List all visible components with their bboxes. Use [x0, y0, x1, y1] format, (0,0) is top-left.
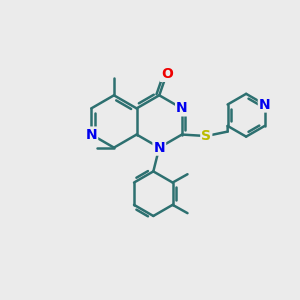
- Text: N: N: [85, 128, 97, 142]
- Text: N: N: [259, 98, 271, 112]
- Text: O: O: [161, 67, 172, 81]
- Text: N: N: [154, 141, 165, 154]
- Text: N: N: [176, 101, 188, 116]
- Text: S: S: [201, 129, 211, 143]
